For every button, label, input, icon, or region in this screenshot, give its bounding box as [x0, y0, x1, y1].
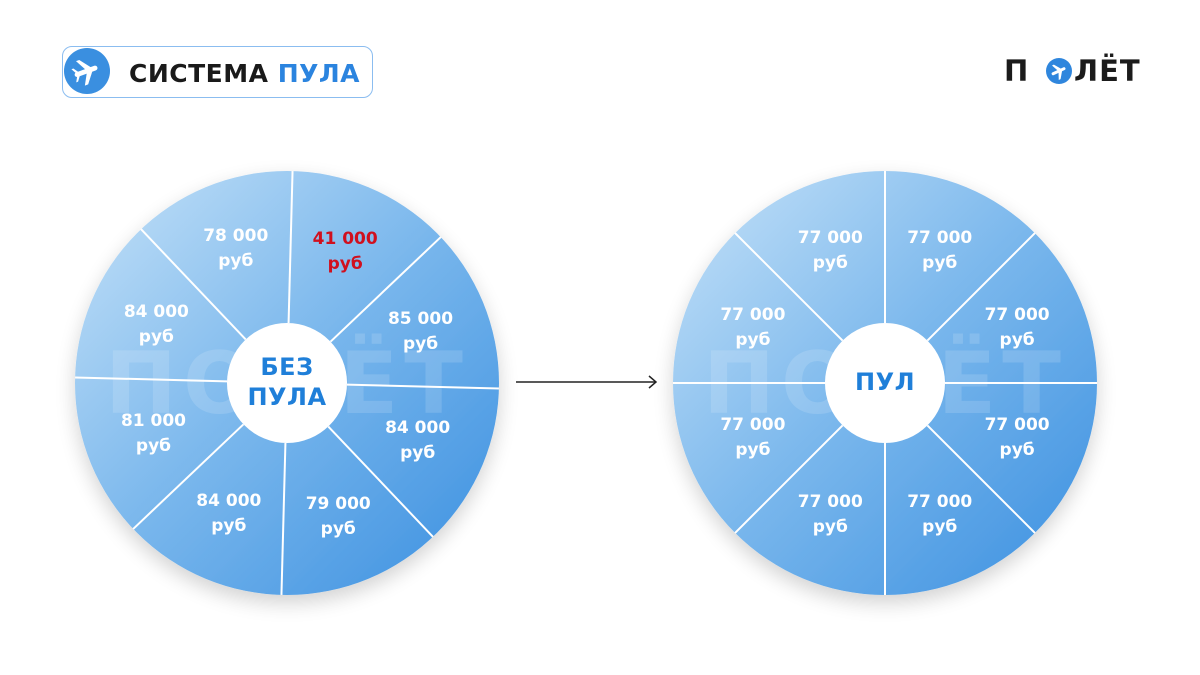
segment-price: 77 000 руб: [775, 226, 885, 276]
segment-divider: [287, 171, 294, 324]
center-hub: [825, 323, 945, 443]
segment-currency: руб: [735, 330, 771, 351]
system-pool-badge: СИСТЕМА ПУЛА: [62, 46, 373, 98]
segment-divider: [734, 232, 844, 342]
badge-title-word1: СИСТЕМА: [129, 59, 269, 88]
segment-currency: руб: [218, 251, 254, 272]
segment-price: 79 000 руб: [283, 492, 393, 542]
segment-divider: [327, 425, 434, 538]
segment-divider: [329, 236, 442, 343]
segment-divider: [280, 442, 287, 595]
segment-amount: 41 000: [312, 229, 378, 250]
segment-amount: 81 000: [120, 411, 187, 432]
segment-price: 77 000 руб: [962, 413, 1072, 463]
segment-currency: руб: [999, 439, 1035, 460]
segment-amount: 77 000: [720, 414, 786, 435]
segment-divider: [75, 376, 228, 383]
segment-currency: руб: [400, 443, 436, 464]
center-label-line2: ПУЛА: [247, 383, 327, 411]
badge-title: СИСТЕМА ПУЛА: [129, 59, 360, 88]
wheel-without-pool: ПОЛЁТ: [75, 171, 499, 595]
segment-amount: 77 000: [720, 305, 786, 326]
arrow-right-icon: [516, 375, 658, 389]
brand-logo: П ЛЁТ: [1004, 52, 1144, 92]
segment-amount: 77 000: [984, 414, 1050, 435]
airplane-in-circle-icon: [1046, 58, 1072, 84]
segment-divider: [926, 232, 1036, 342]
segment-amount: 77 000: [797, 227, 863, 248]
segment-amount: 77 000: [907, 227, 973, 248]
segment-currency: руб: [922, 252, 958, 273]
segment-amount: 78 000: [203, 226, 269, 247]
segment-currency: руб: [812, 517, 848, 538]
segment-price: 77 000 руб: [962, 303, 1072, 353]
segment-divider: [926, 424, 1036, 534]
segment-price: 77 000 руб: [775, 490, 885, 540]
segment-currency: руб: [922, 517, 958, 538]
segment-currency: руб: [138, 326, 174, 347]
segment-price: 84 000 руб: [363, 416, 473, 466]
center-label-line1: ПУЛ: [854, 368, 916, 396]
segment-price: 84 000 руб: [101, 300, 211, 350]
segment-price: 41 000 руб: [290, 227, 400, 277]
segment-currency: руб: [999, 330, 1035, 351]
segment-amount: 77 000: [797, 492, 863, 513]
segment-price: 81 000 руб: [98, 409, 208, 459]
segment-currency: руб: [812, 252, 848, 273]
airplane-icon: [64, 48, 110, 94]
center-hub: [227, 323, 347, 443]
center-label-without-pool: БЕЗ ПУЛА: [237, 352, 337, 412]
brand-logo-right: ЛЁТ: [1074, 54, 1141, 88]
segment-amount: 84 000: [196, 490, 262, 511]
segment-amount: 77 000: [984, 305, 1050, 326]
segment-price: 77 000 руб: [698, 303, 808, 353]
segment-amount: 79 000: [305, 493, 371, 514]
segment-amount: 84 000: [385, 418, 451, 439]
center-label-line1: БЕЗ: [260, 353, 314, 381]
brand-logo-left: П: [1004, 54, 1030, 88]
segment-divider: [132, 423, 245, 530]
segment-currency: руб: [402, 333, 439, 354]
segment-currency: руб: [135, 436, 172, 457]
segment-amount: 84 000: [123, 301, 189, 322]
segment-currency: руб: [735, 439, 771, 460]
segment-price: 85 000 руб: [366, 307, 476, 357]
segment-divider: [140, 228, 247, 341]
segment-currency: руб: [327, 254, 363, 275]
segment-divider: [346, 383, 499, 390]
segment-currency: руб: [320, 518, 356, 539]
segment-price: 78 000 руб: [181, 224, 291, 274]
segment-price: 77 000 руб: [885, 490, 995, 540]
segment-currency: руб: [211, 515, 247, 536]
segment-divider: [734, 424, 844, 534]
wheel-with-pool: ПОЛЁТ: [673, 171, 1097, 595]
segment-price: 84 000 руб: [174, 489, 284, 539]
segment-amount: 77 000: [907, 492, 973, 513]
badge-title-word2: ПУЛА: [277, 59, 361, 88]
center-label-with-pool: ПУЛ: [835, 367, 935, 397]
segment-price: 77 000 руб: [885, 226, 995, 276]
segment-amount: 85 000: [387, 308, 454, 329]
segment-price: 77 000 руб: [698, 413, 808, 463]
